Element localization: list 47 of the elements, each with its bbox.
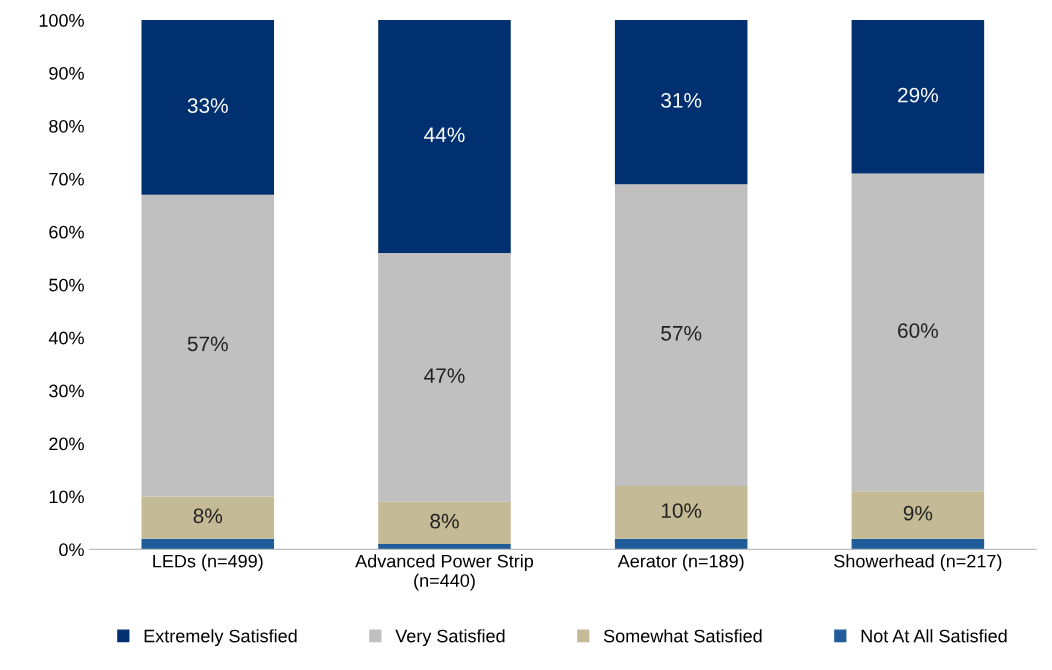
data-label: 31% [661, 92, 702, 108]
y-tick-label: 0% [59, 543, 84, 557]
y-tick-label: 30% [49, 384, 84, 398]
y-tick-label: 20% [49, 437, 84, 451]
bar [378, 501, 511, 545]
bar [141, 538, 275, 550]
x-tick-label: Showerhead (n=217) [834, 554, 1002, 572]
bar [141, 20, 275, 195]
y-tick-label: 10% [49, 490, 84, 504]
data-label: 33% [187, 98, 228, 114]
y-tick-label: 40% [48, 331, 84, 345]
data-label: 57% [187, 336, 228, 352]
data-label: 8% [430, 513, 459, 529]
data-label: 9% [903, 505, 933, 521]
bar [378, 544, 511, 550]
bar [378, 252, 511, 502]
data-label: 29% [898, 87, 938, 103]
bar [141, 496, 275, 539]
y-tick-label: 80% [49, 119, 84, 133]
data-label: 8% [193, 508, 223, 524]
y-tick-label: 60% [49, 225, 84, 239]
legend-label: Somewhat Satisfied [603, 629, 762, 643]
bar [851, 538, 985, 550]
x-tick-label: LEDs (n=499) [153, 554, 263, 572]
data-label: 44% [424, 127, 465, 143]
bar [851, 491, 985, 539]
x-tick-label: Aerator (n=189) [617, 554, 744, 572]
data-label: 57% [661, 325, 702, 341]
bar [614, 184, 748, 486]
y-tick-label: 90% [49, 66, 84, 80]
data-label: 47% [424, 368, 465, 383]
y-tick-label: 50% [49, 278, 84, 292]
x-tick-label: Advanced Power Strip (n=440) [355, 554, 534, 591]
y-tick-label: 70% [49, 172, 84, 186]
bar [378, 20, 511, 253]
bar [851, 20, 985, 174]
legend-label: Extremely Satisfied [144, 629, 297, 646]
bar [614, 538, 748, 550]
legend-label: Very Satisfied [395, 629, 505, 646]
y-tick-label: 100% [39, 14, 84, 27]
data-label: 60% [898, 323, 938, 338]
bar [851, 173, 985, 492]
bar [614, 20, 748, 185]
data-label: 10% [661, 503, 702, 518]
bar [614, 485, 748, 539]
bar [141, 194, 275, 497]
legend-label: Not At All Satisfied [861, 629, 1007, 643]
